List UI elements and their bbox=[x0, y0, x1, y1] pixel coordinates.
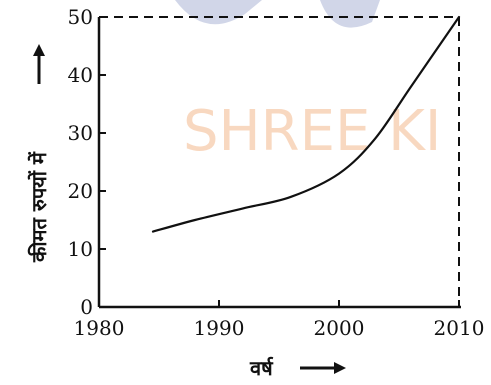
y-ticks: 0 10 20 30 40 50 bbox=[68, 5, 106, 319]
y-tick-label: 30 bbox=[68, 121, 93, 145]
x-tick-label: 1980 bbox=[74, 316, 125, 340]
y-tick-label: 10 bbox=[68, 237, 93, 261]
watermark-logo bbox=[175, 0, 380, 28]
y-axis-title: कीमत रुपयों में bbox=[27, 151, 51, 263]
x-tick-label: 1990 bbox=[194, 316, 245, 340]
x-ticks: 1980 1990 2000 2010 bbox=[74, 300, 485, 340]
x-axis-arrow-icon bbox=[300, 362, 346, 374]
y-axis-arrow-icon bbox=[33, 44, 45, 84]
watermark-text: SHREE KI bbox=[183, 99, 441, 164]
y-tick-label: 50 bbox=[68, 5, 93, 29]
price-line bbox=[151, 15, 461, 233]
y-tick-label: 40 bbox=[68, 63, 93, 87]
x-axis-title: वर्ष bbox=[249, 356, 274, 380]
y-tick-label: 0 bbox=[80, 295, 93, 319]
x-tick-label: 2000 bbox=[314, 316, 365, 340]
y-tick-label: 20 bbox=[68, 179, 93, 203]
x-tick-label: 2010 bbox=[434, 316, 485, 340]
